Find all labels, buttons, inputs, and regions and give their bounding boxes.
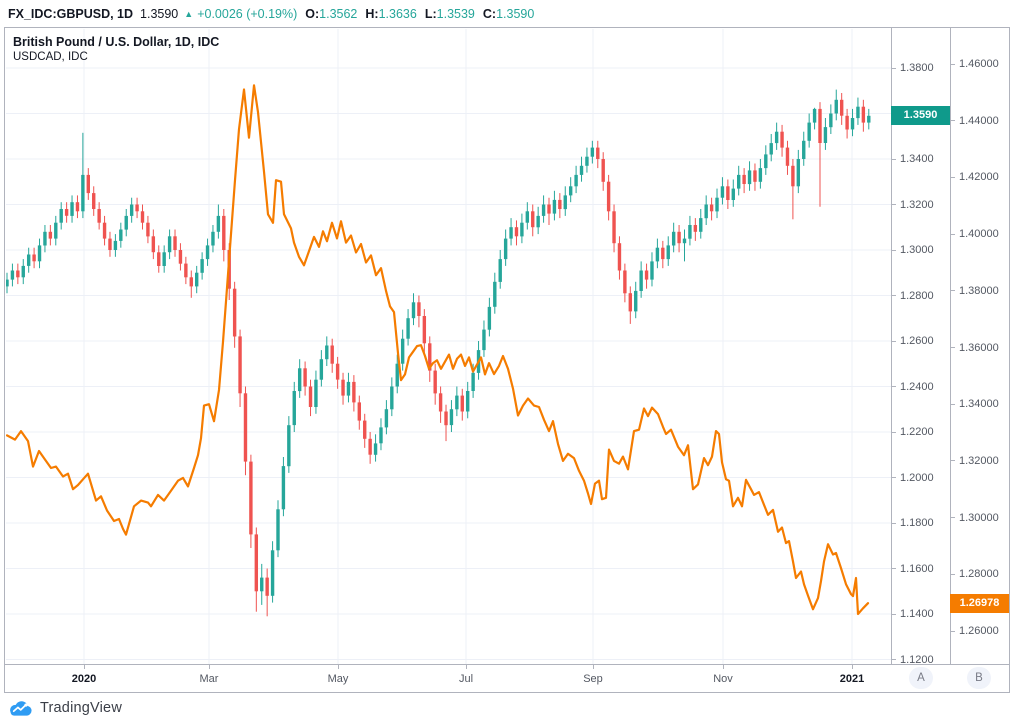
time-label: Jul — [458, 673, 474, 685]
price-axis-gbpusd[interactable]: 1.38001.36001.34001.32001.30001.28001.26… — [891, 28, 950, 692]
price-tick-label: 1.1200 — [892, 654, 950, 666]
axis-b-button[interactable]: B — [967, 667, 991, 689]
time-tick — [209, 665, 210, 669]
price-axis-usdcad[interactable]: 1.46000 1.44000 1.42000 1.40000 1.38000 1.360… — [950, 28, 1009, 692]
time-tick — [723, 665, 724, 669]
price-tick-label: 1.32000 — [951, 455, 1009, 467]
price-tick-label: 1.1800 — [892, 517, 950, 529]
price-tick-label: 1.3200 — [892, 199, 950, 211]
time-label: May — [327, 673, 349, 685]
price-tick-label: 1.34000 — [951, 398, 1009, 410]
ohlc-open: O:1.3562 — [305, 6, 358, 21]
symbol-info-bar: FX_IDC:GBPUSD, 1D 1.3590 ▲ +0.0026 (+0.1… — [0, 0, 1015, 27]
time-label: 2020 — [71, 673, 97, 685]
price-tick-label: 1.26000 — [951, 625, 1009, 637]
price-tick-label: 1.44000 — [951, 115, 1009, 127]
time-tick — [852, 665, 853, 669]
last-price: 1.3590 — [140, 6, 179, 21]
chart-plot-area[interactable] — [6, 29, 891, 665]
axis-a-button[interactable]: A — [909, 667, 933, 689]
chart-frame: British Pound / U.S. Dollar, 1D, IDC USD… — [4, 27, 1010, 693]
price-tick-label: 1.3000 — [892, 244, 950, 256]
price-tick-label: 1.40000 — [951, 228, 1009, 240]
legend-compare-series[interactable]: USDCAD, IDC — [13, 51, 88, 63]
ohlc-high: H:1.3636 — [365, 6, 417, 21]
price-tick-label: 1.1400 — [892, 608, 950, 620]
price-tick-label: 1.46000 — [951, 58, 1009, 70]
time-tick — [338, 665, 339, 669]
chart-legend: British Pound / U.S. Dollar, 1D, IDC USD… — [13, 34, 219, 65]
price-tick-label: 1.2200 — [892, 426, 950, 438]
usdcad-line — [6, 84, 870, 616]
time-tick — [593, 665, 594, 669]
time-axis[interactable]: 2020 Mar May Jul Sep Nov 2021 — [5, 664, 1009, 692]
price-tick-label: 1.3800 — [892, 62, 950, 74]
time-label: Nov — [713, 673, 733, 685]
time-tick — [466, 665, 467, 669]
price-tick-label: 1.2400 — [892, 381, 950, 393]
price-tick-label: 1.38000 — [951, 285, 1009, 297]
usdcad-last-price-badge: 1.26978 — [950, 593, 1009, 613]
gbpusd-candles — [6, 89, 871, 617]
time-label: Sep — [583, 673, 603, 685]
time-tick — [84, 665, 85, 669]
time-label: Mar — [199, 673, 219, 685]
tradingview-cloud-icon — [10, 701, 32, 716]
price-tick-label: 1.28000 — [951, 568, 1009, 580]
price-tick-label: 1.3400 — [892, 153, 950, 165]
price-tick-label: 1.36000 — [951, 342, 1009, 354]
price-tick-label: 1.2000 — [892, 472, 950, 484]
ohlc-low: L:1.3539 — [424, 6, 475, 21]
symbol-name: FX_IDC:GBPUSD, 1D — [8, 6, 134, 21]
price-change: +0.0026 (+0.19%) — [197, 6, 298, 21]
price-tick-label: 1.42000 — [951, 171, 1009, 183]
gbpusd-last-price-badge: 1.3590 — [891, 106, 950, 126]
price-tick-label: 1.1600 — [892, 563, 950, 575]
brand-name: TradingView — [40, 700, 122, 716]
ohlc-close: C:1.3590 — [482, 6, 535, 21]
price-up-arrow-icon: ▲ — [184, 8, 194, 19]
price-tick-label: 1.2600 — [892, 335, 950, 347]
price-tick-label: 1.30000 — [951, 512, 1009, 524]
time-label: 2021 — [839, 673, 865, 685]
price-tick-label: 1.2800 — [892, 290, 950, 302]
legend-main-series[interactable]: British Pound / U.S. Dollar, 1D, IDC — [13, 35, 220, 49]
tradingview-logo[interactable]: TradingView — [8, 699, 122, 717]
grid — [6, 29, 891, 665]
